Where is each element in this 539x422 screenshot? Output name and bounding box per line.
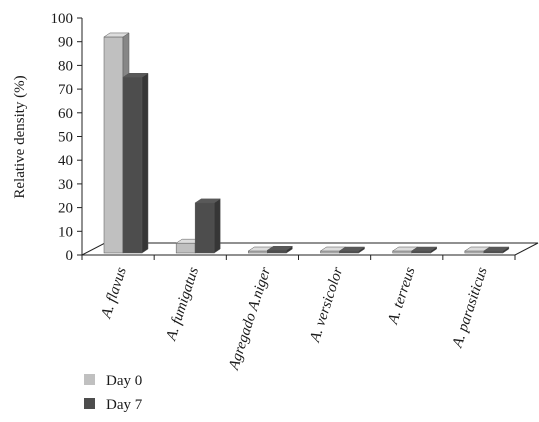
category-label: A. fumigatus: [163, 265, 202, 343]
bar-top: [122, 73, 149, 78]
legend-label: Day 0: [106, 373, 142, 389]
category-label: A. terreus: [385, 265, 419, 327]
bar: [122, 72, 149, 254]
y-tick-label: 10: [58, 224, 73, 240]
y-tick-label: 80: [58, 58, 73, 74]
bar: [483, 246, 510, 254]
bar-front: [464, 250, 485, 254]
category-labels: A. flavus A. fumigatus Agregado A.niger A. …: [98, 265, 491, 372]
y-axis-ticks: 0 10 20 30 40 50 60 70 80 90 100: [51, 11, 82, 264]
bar-side: [213, 198, 221, 254]
bar-top: [103, 32, 130, 38]
bar: [410, 246, 438, 254]
y-tick-label: 70: [58, 82, 73, 98]
bar-front: [483, 250, 504, 254]
bar: [266, 245, 294, 254]
legend-label: Day 7: [106, 397, 143, 413]
y-tick-label: 20: [58, 201, 73, 217]
y-tick-label: 50: [58, 130, 73, 146]
bar-front: [267, 250, 287, 254]
y-tick-label: 90: [58, 35, 73, 51]
bar-side: [141, 72, 149, 254]
y-tick-label: 30: [58, 177, 73, 193]
chart-axes: [81, 18, 539, 260]
category-label: Agregado A.niger: [226, 265, 275, 372]
category-label: A. flavus: [98, 265, 130, 321]
y-axis-label: Relative density (%): [12, 75, 28, 198]
legend: Day 0 Day 7: [84, 373, 143, 413]
y-tick-label: 40: [58, 153, 73, 169]
bar-front: [175, 242, 196, 254]
y-tick-label: 60: [58, 106, 73, 122]
category-label: A. versicolor: [307, 265, 347, 345]
bar-front: [248, 250, 268, 254]
bar: [338, 246, 366, 254]
y-tick-label: 100: [51, 11, 74, 27]
bar-top: [194, 198, 221, 204]
bar: [194, 198, 221, 254]
category-label: A. parasiticus: [449, 265, 490, 350]
y-tick-label: 0: [66, 248, 74, 264]
bar-top: [338, 246, 366, 252]
legend-swatch: [84, 374, 95, 385]
bar-front: [194, 202, 215, 254]
bar-front: [320, 250, 340, 254]
bar-front: [411, 250, 431, 254]
bar-front: [103, 36, 124, 254]
bar-front: [392, 250, 412, 254]
bar-front: [122, 77, 143, 254]
bar-top: [410, 246, 438, 252]
bar-front: [339, 250, 359, 254]
bar-top: [266, 246, 294, 251]
bar-top: [483, 246, 510, 252]
legend-swatch: [84, 398, 95, 409]
bars: [103, 32, 510, 254]
